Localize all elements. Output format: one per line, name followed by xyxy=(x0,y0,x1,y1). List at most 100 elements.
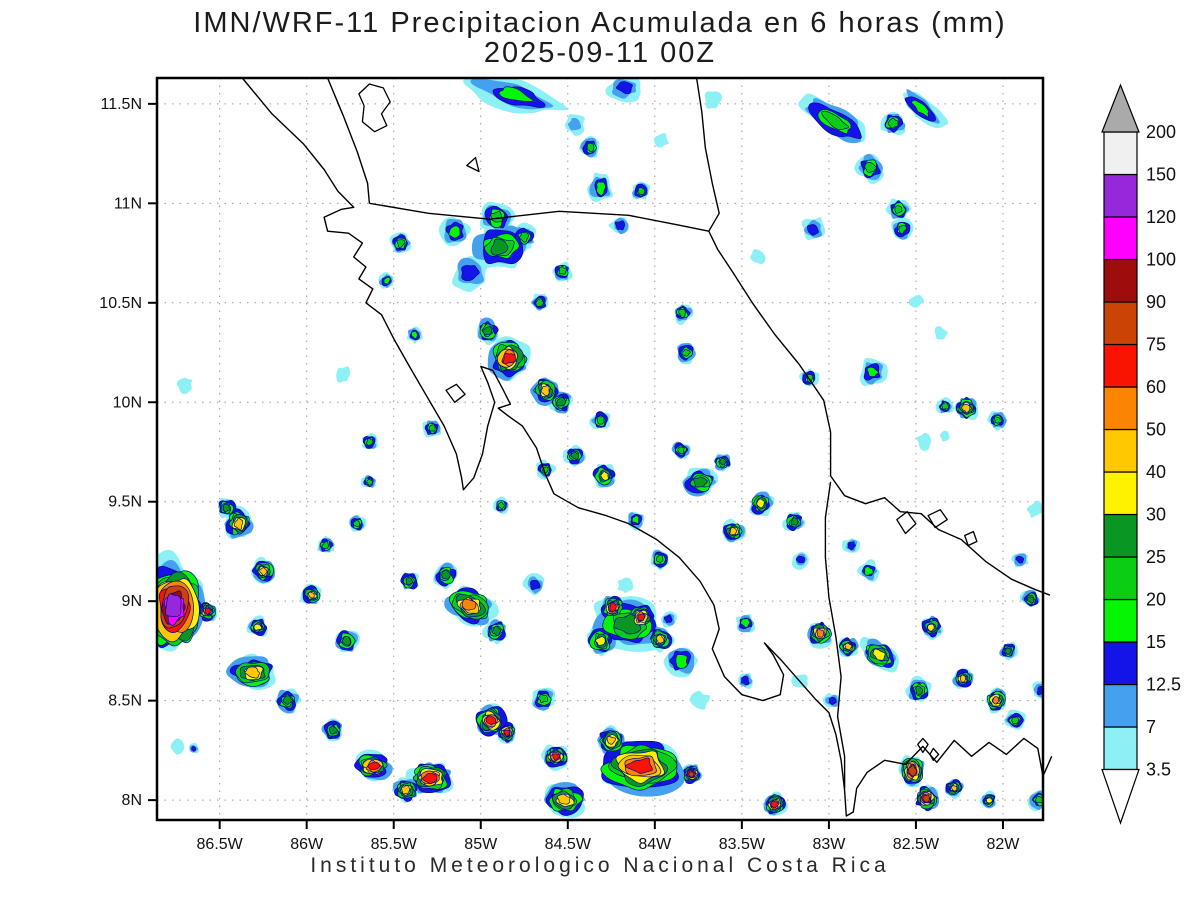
precipitation-layer xyxy=(157,78,1043,818)
precip-contour-cell xyxy=(677,446,685,455)
precip-contour-cell xyxy=(401,785,410,795)
precip-contour-cell xyxy=(770,800,780,809)
precip-contour-cell xyxy=(939,430,950,442)
precip-contour-cell xyxy=(519,232,529,243)
border-nicaragua-line xyxy=(369,202,709,232)
precip-contour-cell xyxy=(321,541,329,549)
lon-tick-label: 85.5W xyxy=(371,836,418,853)
precip-contour-cell xyxy=(678,308,686,318)
bocas-2-island xyxy=(927,509,948,529)
colorbar-under-arrow xyxy=(1101,768,1140,825)
islet-north-island xyxy=(466,156,480,173)
precip-contour-cell xyxy=(422,772,438,785)
map-title-line2: 2025-09-11 00Z xyxy=(484,37,716,69)
precip-contour-cell xyxy=(490,238,509,256)
precip-contour-cell xyxy=(191,746,197,752)
precip-contour-cell xyxy=(911,99,929,118)
precip-contour-cell xyxy=(552,753,560,761)
precip-contour-cell xyxy=(844,642,853,651)
precip-contour-cell xyxy=(908,764,917,777)
precip-contour-cell xyxy=(637,187,646,195)
colorbar-tick-label: 100 xyxy=(1146,250,1176,270)
precip-contour-cell xyxy=(864,161,877,173)
precip-contour-cell xyxy=(847,541,856,551)
precip-contour-cell xyxy=(625,757,653,774)
lon-tick-label: 84W xyxy=(638,836,672,853)
precip-contour-cell xyxy=(383,276,391,285)
colorbar-tick-label: 90 xyxy=(1146,292,1166,312)
precip-contour-cell xyxy=(637,613,645,621)
precip-contour-cell xyxy=(689,690,710,710)
precip-contour-cell xyxy=(165,593,182,617)
precip-contour-cell xyxy=(729,527,738,536)
precip-contour-cell xyxy=(596,181,606,196)
border-panama-line xyxy=(824,481,846,789)
precip-contour-cell xyxy=(631,515,640,524)
colorbar-segment xyxy=(1103,131,1138,176)
lake-nicaragua-shore-line xyxy=(326,77,371,204)
precip-contour-cell xyxy=(790,517,799,526)
plot-frame xyxy=(155,76,1045,822)
precip-contour-cell xyxy=(1011,716,1019,725)
lat-tick-label: 11N xyxy=(114,195,142,212)
lon-tick-label: 83W xyxy=(812,836,846,853)
precip-contour-cell xyxy=(170,738,185,755)
precip-contour-cell xyxy=(497,501,505,510)
lat-tick-label: 9.5N xyxy=(108,494,142,511)
colorbar-tick-label: 120 xyxy=(1146,207,1176,227)
precip-contour-cell xyxy=(606,736,616,745)
colorbar-tick-label: 30 xyxy=(1146,505,1166,525)
lon-tick-label: 82.5W xyxy=(893,836,940,853)
precip-contour-cell xyxy=(366,479,373,486)
precip-contour-cell xyxy=(741,675,750,686)
bocas-3-island xyxy=(964,530,978,547)
precip-contour-cell xyxy=(828,696,837,706)
precip-contour-cell xyxy=(570,451,579,460)
precip-contour-cell xyxy=(448,225,461,239)
precip-contour-cell xyxy=(866,366,879,377)
colorbar-segment xyxy=(1103,216,1138,261)
precip-contour-cell xyxy=(719,458,727,466)
precip-contour-cell xyxy=(740,618,751,628)
colorbar-tick-label: 200 xyxy=(1146,122,1176,142)
precip-contour-cell xyxy=(461,598,477,611)
precip-contour-cell xyxy=(253,623,262,631)
lat-tick-label: 9N xyxy=(122,593,142,610)
colorbar-segment xyxy=(1103,471,1138,516)
colorbar-over-arrow xyxy=(1101,83,1140,133)
colorbar-segment xyxy=(1103,513,1138,558)
lon-tick-label: 86W xyxy=(290,836,324,853)
precip-contour-cell xyxy=(353,519,361,528)
precip-contour-cell xyxy=(961,404,971,413)
precip-contour-cell xyxy=(756,498,765,509)
precip-contour-cell xyxy=(556,396,567,407)
colorbar-segment xyxy=(1103,598,1138,643)
precip-contour-cell xyxy=(441,569,451,580)
precip-contour-cell xyxy=(609,602,617,612)
precip-contour-cell xyxy=(617,577,634,593)
colorbar-tick-label: 25 xyxy=(1146,547,1166,567)
precip-contour-cell xyxy=(615,81,633,95)
colorbar-segment xyxy=(1103,258,1138,303)
colorbar-segment xyxy=(1103,343,1138,388)
isla-chira-island xyxy=(445,383,466,403)
precip-contour-cell xyxy=(927,623,935,632)
lat-tick-label: 10.5N xyxy=(99,295,142,312)
lat-tick-label: 10N xyxy=(113,394,142,411)
colorbar-segment xyxy=(1103,173,1138,218)
lon-tick-label: 82W xyxy=(987,836,1021,853)
colorbar-tick-label: 60 xyxy=(1146,377,1166,397)
colorbar-segment xyxy=(1103,683,1138,728)
precip-contour-cell xyxy=(586,142,595,153)
precip-contour-cell xyxy=(538,694,549,704)
precip-contour-cell xyxy=(993,416,1003,424)
precip-contour-cell xyxy=(614,220,626,231)
colorbar-tick-label: 15 xyxy=(1146,632,1166,652)
precip-contour-cell xyxy=(308,591,315,599)
precip-contour-cell xyxy=(692,476,708,488)
precip-contour-cell xyxy=(396,239,406,248)
colorbar-segment xyxy=(1103,556,1138,601)
precip-contour-cell xyxy=(916,432,932,451)
